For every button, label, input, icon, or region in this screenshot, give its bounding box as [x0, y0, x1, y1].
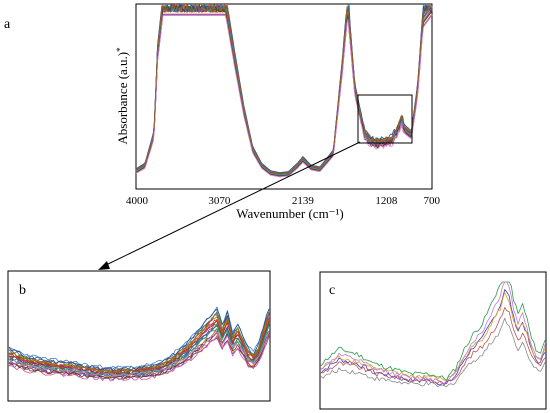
- panel-a-spectrum-line: [135, 4, 433, 177]
- panel-b-spectrum-line: [8, 322, 270, 374]
- panel-c-series-group: [320, 281, 546, 388]
- panel-b-series-group: [8, 306, 270, 382]
- panel-a-spectrum-line: [135, 4, 433, 175]
- panel-c-spectrum-line: [320, 289, 546, 386]
- x-tick-label: 4000: [126, 195, 149, 207]
- panel-a-spectrum-line: [135, 4, 433, 175]
- panel-b-spectrum-line: [8, 313, 270, 374]
- x-tick-label: 2139: [292, 195, 315, 207]
- panel-b-spectrum-line: [9, 336, 270, 382]
- panel-b-spectrum-line: [8, 312, 270, 373]
- panel-a-spectrum-line: [135, 4, 433, 176]
- panel-a-spectrum-line: [135, 4, 433, 176]
- panel-b-plot: [7, 270, 271, 402]
- x-tick-label: 700: [424, 195, 441, 207]
- panel-c-spectrum-line: [320, 291, 546, 382]
- panel-c-plot: [319, 271, 547, 410]
- panel-c-spectrum-line: [320, 317, 546, 388]
- panel-a-spectrum-line: [135, 4, 433, 177]
- panel-label-a: a: [4, 17, 11, 32]
- panel-b-spectrum-line: [8, 331, 270, 377]
- panel-a-spectrum-line: [135, 4, 433, 176]
- panel-label-b: b: [19, 283, 26, 298]
- x-tick-label: 3070: [208, 195, 231, 207]
- zoom-connector-line: [103, 141, 361, 267]
- panel-label-c: c: [329, 283, 335, 298]
- panel-a-spectrum-line: [135, 4, 433, 176]
- panel-b-spectrum-line: [8, 309, 270, 372]
- zoom-connector-arrowhead: [98, 261, 110, 270]
- panel-a-spectrum-line: [135, 4, 433, 175]
- panel-a-spectrum-line: [135, 15, 433, 178]
- panel-b-spectrum-line: [8, 325, 270, 378]
- panel-a-spectrum-line: [135, 4, 433, 175]
- y-axis-title-marker: *: [115, 47, 125, 52]
- panel-a-spectrum-line: [135, 4, 433, 174]
- panel-a-x-ticks: 4000 3070 2139 1208 700: [126, 195, 441, 207]
- x-tick-label: 1208: [375, 195, 398, 207]
- panel-a-spectrum-line: [135, 4, 433, 174]
- panel-a-spectrum-line: [135, 4, 433, 174]
- panel-a-series-group: [135, 4, 433, 178]
- panel-a-spectrum-line: [135, 4, 433, 174]
- panel-c-frame: [319, 271, 547, 410]
- panel-c-spectrum-line: [320, 307, 546, 386]
- x-axis-title: Wavenumber (cm⁻¹): [236, 206, 344, 221]
- panel-a-spectrum-line: [135, 4, 433, 176]
- panel-c-spectrum-line: [320, 281, 546, 381]
- panel-b-frame: [7, 270, 271, 402]
- y-axis-title-text: Absorbance (a.u.): [115, 52, 130, 145]
- zoom-box: [357, 94, 413, 144]
- panel-c-spectrum-line: [320, 281, 546, 385]
- panel-a-spectrum-line: [135, 4, 433, 173]
- panel-a-spectrum-line: [135, 13, 433, 175]
- panel-a-frame: [135, 3, 433, 190]
- panel-a-spectrum-line: [135, 4, 433, 175]
- panel-a-spectrum-line: [135, 4, 433, 174]
- panel-a-spectrum-line: [135, 4, 433, 177]
- panel-a-plot: 4000 3070 2139 1208 700 Wavenumber (cm⁻¹) Ab…: [115, 3, 441, 221]
- panel-a-spectrum-line: [135, 4, 433, 176]
- y-axis-title: Absorbance (a.u.)*: [115, 47, 130, 145]
